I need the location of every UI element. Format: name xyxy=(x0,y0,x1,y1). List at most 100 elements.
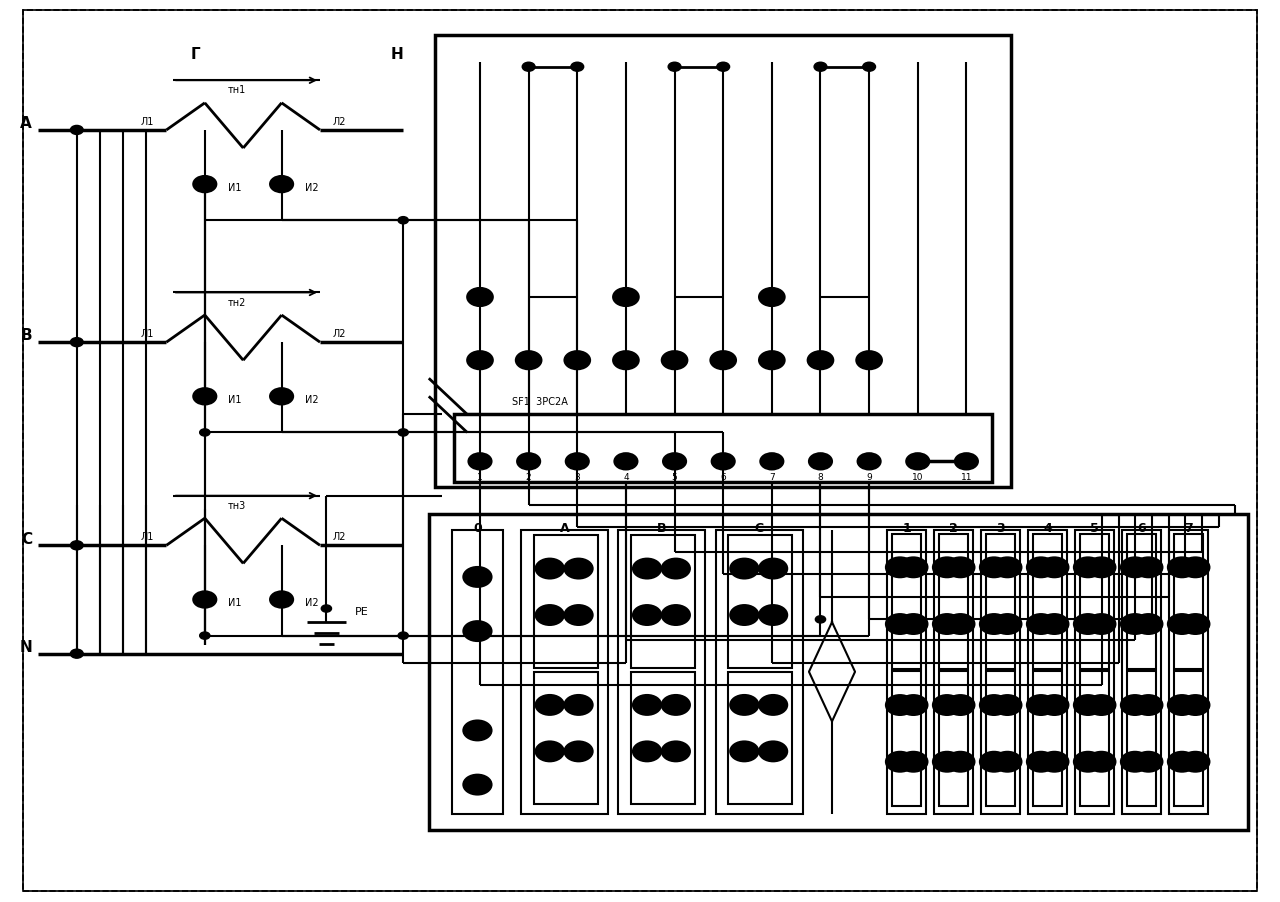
Text: Л1: Л1 xyxy=(141,116,154,127)
Circle shape xyxy=(933,557,961,577)
Text: Г: Г xyxy=(191,47,201,61)
Circle shape xyxy=(467,289,493,307)
Text: Л2: Л2 xyxy=(333,116,346,127)
Circle shape xyxy=(906,454,929,470)
Bar xyxy=(1128,534,1156,669)
Text: 1: 1 xyxy=(902,521,911,534)
Bar xyxy=(618,530,705,814)
Circle shape xyxy=(463,721,492,741)
Bar xyxy=(534,536,598,668)
Text: тн1: тн1 xyxy=(228,85,246,96)
Circle shape xyxy=(193,592,216,608)
Circle shape xyxy=(1181,557,1210,577)
Bar xyxy=(631,536,695,668)
Text: тн3: тн3 xyxy=(228,500,246,511)
Circle shape xyxy=(398,429,408,437)
Text: Л2: Л2 xyxy=(333,531,346,542)
Text: А: А xyxy=(20,116,32,131)
Bar xyxy=(728,672,792,805)
Circle shape xyxy=(933,614,961,634)
Circle shape xyxy=(1167,557,1196,577)
Circle shape xyxy=(270,389,293,405)
Circle shape xyxy=(1087,557,1115,577)
Circle shape xyxy=(809,454,832,470)
Circle shape xyxy=(1087,614,1115,634)
Text: SF1  3РС2А: SF1 3РС2А xyxy=(512,396,568,407)
Circle shape xyxy=(1121,752,1149,772)
Circle shape xyxy=(463,621,492,641)
Text: 4: 4 xyxy=(623,473,628,482)
Circle shape xyxy=(900,752,928,772)
Bar xyxy=(986,534,1015,669)
Circle shape xyxy=(1041,695,1069,715)
Text: И1: И1 xyxy=(228,394,242,405)
Text: 7: 7 xyxy=(1184,521,1193,534)
Circle shape xyxy=(517,454,540,470)
Text: 7: 7 xyxy=(769,473,774,482)
Bar xyxy=(1123,530,1161,814)
Bar xyxy=(1075,530,1115,814)
Circle shape xyxy=(946,614,974,634)
Circle shape xyxy=(536,695,564,715)
Circle shape xyxy=(1041,557,1069,577)
Circle shape xyxy=(398,217,408,225)
Bar xyxy=(1080,534,1110,669)
Circle shape xyxy=(522,63,535,72)
Circle shape xyxy=(856,352,882,370)
Circle shape xyxy=(1074,752,1102,772)
Circle shape xyxy=(980,557,1009,577)
Circle shape xyxy=(759,695,787,715)
Circle shape xyxy=(200,429,210,437)
Text: С: С xyxy=(754,521,764,534)
Text: тн2: тн2 xyxy=(228,297,246,308)
Circle shape xyxy=(1074,557,1102,577)
Circle shape xyxy=(1074,695,1102,715)
Circle shape xyxy=(463,567,492,587)
Circle shape xyxy=(1027,752,1055,772)
Circle shape xyxy=(200,632,210,640)
Circle shape xyxy=(564,352,590,370)
Bar xyxy=(728,536,792,668)
Text: И1: И1 xyxy=(228,182,242,193)
Text: 8: 8 xyxy=(818,473,823,482)
Bar xyxy=(534,672,598,805)
Text: 2: 2 xyxy=(526,473,531,482)
Bar xyxy=(1128,671,1156,806)
Circle shape xyxy=(536,605,564,625)
Circle shape xyxy=(993,752,1021,772)
Circle shape xyxy=(1167,695,1196,715)
Bar xyxy=(1028,530,1068,814)
Circle shape xyxy=(814,63,827,72)
Circle shape xyxy=(886,752,914,772)
Text: И2: И2 xyxy=(305,597,319,608)
Circle shape xyxy=(613,289,639,307)
Circle shape xyxy=(815,616,826,623)
Circle shape xyxy=(1041,614,1069,634)
Circle shape xyxy=(467,352,493,370)
Circle shape xyxy=(662,695,690,715)
Circle shape xyxy=(70,126,83,135)
Circle shape xyxy=(1027,695,1055,715)
Bar xyxy=(1080,671,1110,806)
Circle shape xyxy=(710,352,736,370)
Text: И2: И2 xyxy=(305,394,319,405)
Circle shape xyxy=(564,741,593,761)
Circle shape xyxy=(634,741,662,761)
Bar xyxy=(716,530,803,814)
Circle shape xyxy=(1181,695,1210,715)
Circle shape xyxy=(946,557,974,577)
Circle shape xyxy=(662,605,690,625)
Circle shape xyxy=(760,454,783,470)
Bar xyxy=(454,415,992,483)
Text: Л1: Л1 xyxy=(141,531,154,542)
Circle shape xyxy=(663,454,686,470)
Circle shape xyxy=(571,63,584,72)
Text: N: N xyxy=(19,640,32,654)
Circle shape xyxy=(662,352,687,370)
Bar xyxy=(429,514,1248,830)
Circle shape xyxy=(193,177,216,193)
Circle shape xyxy=(1181,752,1210,772)
Circle shape xyxy=(321,605,332,612)
Circle shape xyxy=(993,614,1021,634)
Circle shape xyxy=(900,557,928,577)
